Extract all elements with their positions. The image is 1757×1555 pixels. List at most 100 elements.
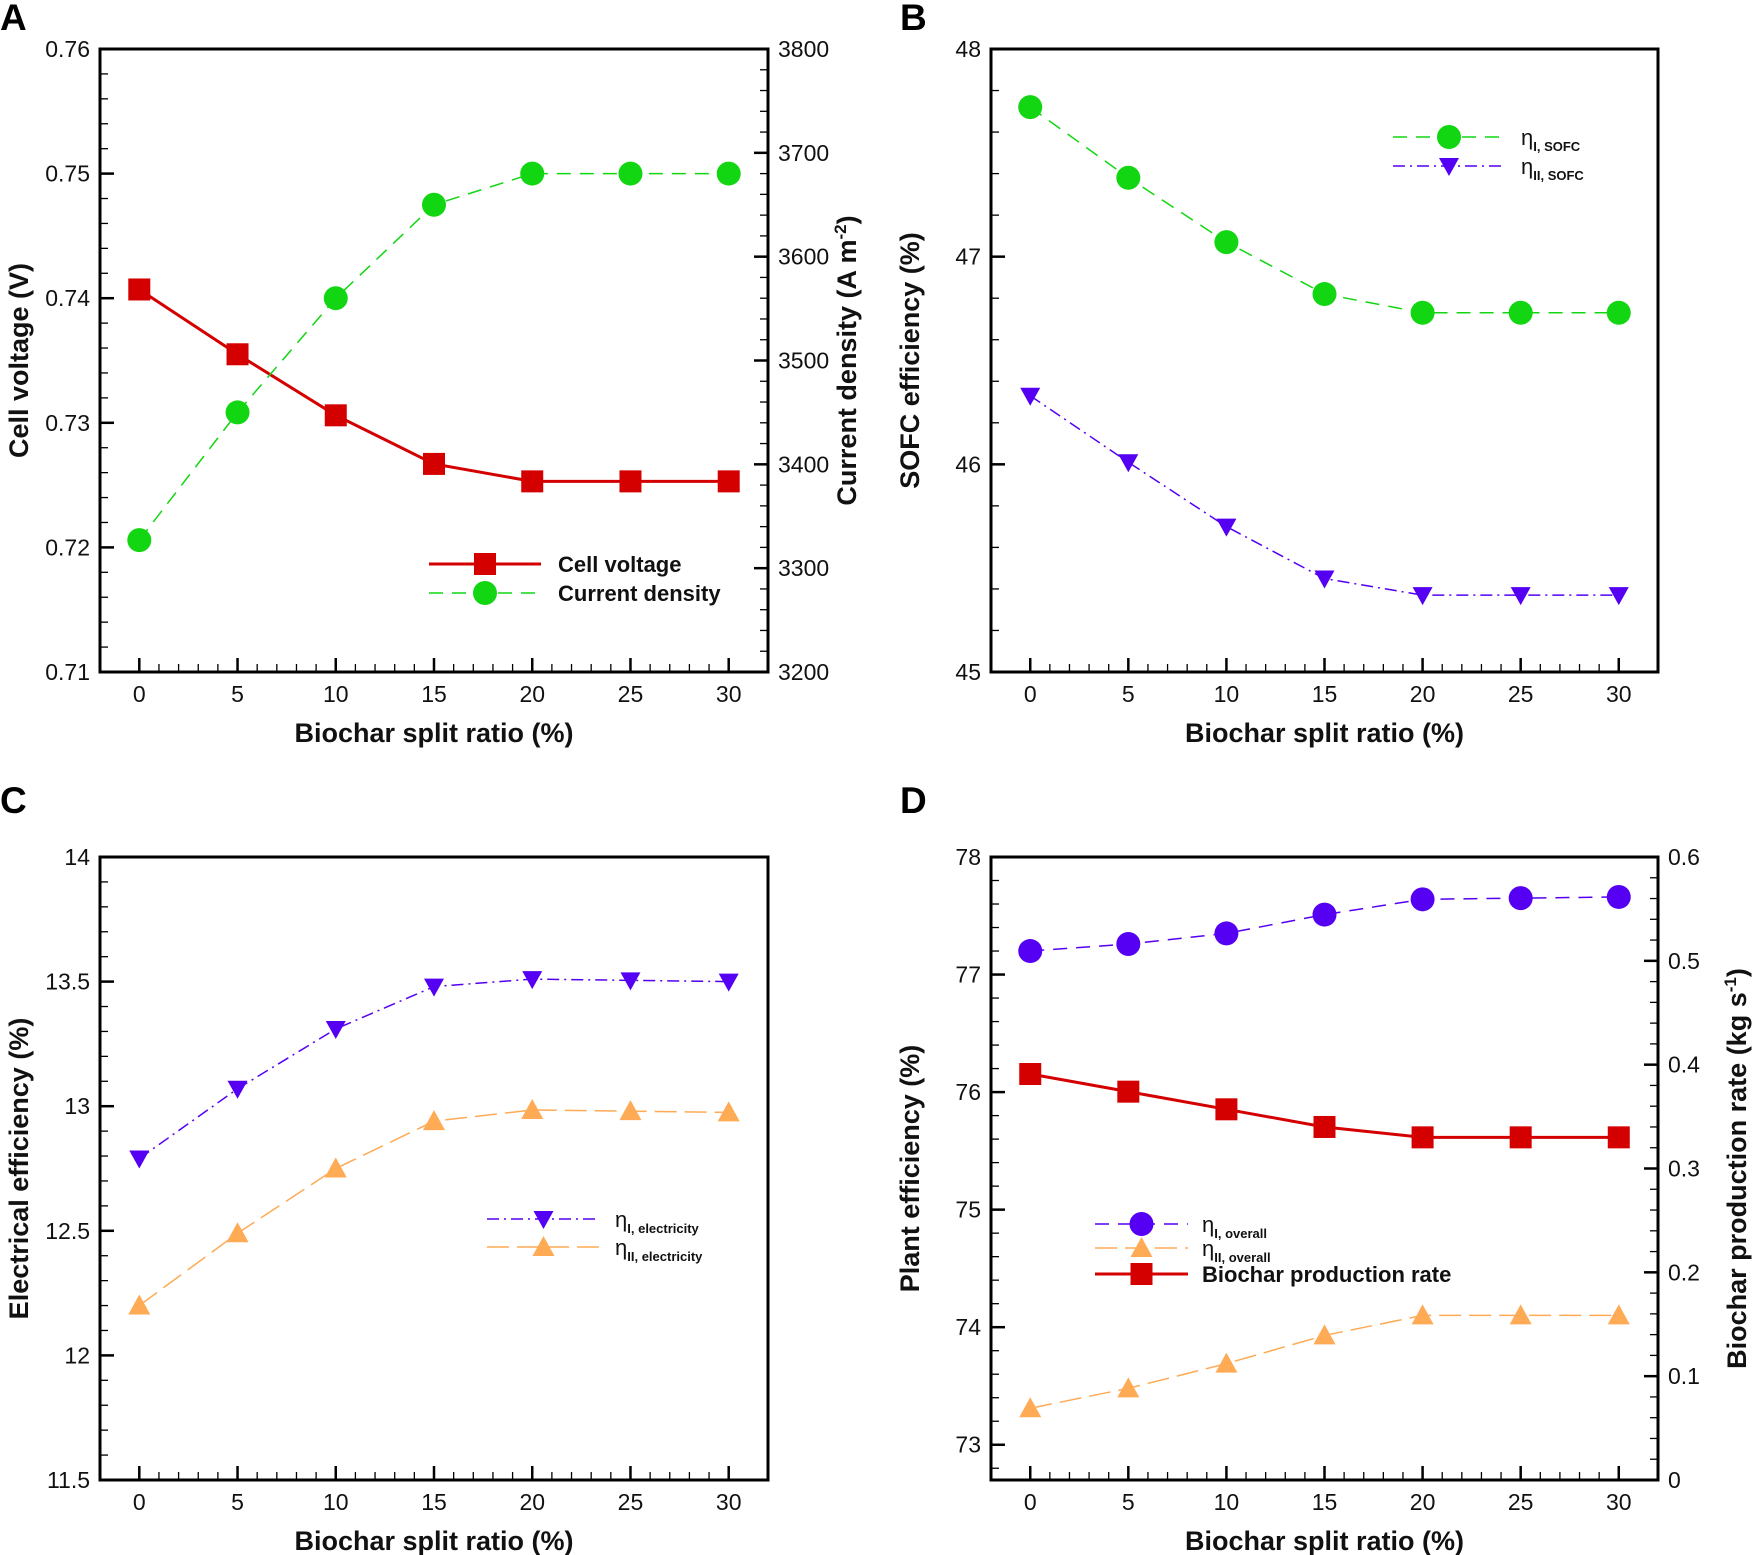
y-tick-label: 45 [955, 659, 981, 685]
data-point [1312, 902, 1337, 927]
y-tick-label: 73 [955, 1432, 981, 1458]
x-tick-label: 0 [133, 681, 146, 707]
data-point [422, 192, 446, 217]
y2-tick-label: 0.6 [1668, 844, 1700, 870]
x-tick-label: 25 [1508, 1489, 1534, 1515]
y2-title-sup: -1 [1721, 977, 1740, 992]
legend-item: ηII, overall [1095, 1236, 1271, 1265]
data-point [128, 1294, 151, 1315]
data-point [1606, 884, 1631, 909]
legend-item: ηII, SOFC [1393, 154, 1584, 183]
data-point [1019, 1063, 1042, 1086]
legend-name: Biochar production rate [1202, 1262, 1451, 1287]
legend-label: ηII, overall [1202, 1236, 1271, 1265]
data-point [423, 1110, 445, 1131]
data-point [1410, 887, 1435, 912]
series-1 [127, 161, 741, 553]
y-tick-label: 12.5 [45, 1218, 90, 1244]
y2-tick-label: 3400 [778, 451, 829, 477]
data-point [520, 161, 545, 186]
data-point [129, 1150, 150, 1169]
x-tick-label: 15 [1312, 1489, 1338, 1515]
data-point [618, 161, 643, 186]
legend-marker [533, 1211, 554, 1229]
panel-A: A 0 5 10 15 20 25 30 0.71 0.72 0.73 0.74 0.75 0.76 320… [0, 0, 862, 748]
legend-label: Cell voltage [558, 552, 681, 577]
x-tick-label: 10 [1214, 681, 1240, 707]
legend-label: Current density [558, 581, 721, 606]
data-point [324, 1157, 347, 1178]
data-point [1314, 570, 1335, 589]
data-point [620, 972, 641, 991]
x-tick-label: 30 [1606, 681, 1632, 707]
data-point [127, 528, 152, 553]
legend-marker [1130, 1263, 1153, 1285]
x-tick-label: 25 [1508, 681, 1534, 707]
data-point [324, 404, 347, 427]
y2-tick-label: 3700 [778, 140, 829, 166]
legend-label: ηII, SOFC [1521, 154, 1584, 183]
y-tick-label: 0.71 [45, 659, 90, 685]
y2-tick-label: 0.4 [1668, 1052, 1700, 1078]
legend-item: Biochar production rate [1095, 1262, 1451, 1287]
series-0 [128, 278, 740, 493]
y-tick-label: 0.73 [45, 410, 90, 436]
data-point [1411, 1304, 1434, 1325]
y-tick-label: 76 [955, 1079, 981, 1105]
y-tick-label: 0.76 [45, 36, 90, 62]
x-tick-label: 0 [1024, 681, 1037, 707]
x-tick-label: 5 [1122, 681, 1135, 707]
x-tick-label: 15 [421, 1489, 447, 1515]
x-tick-label: 30 [716, 681, 742, 707]
legend-name: η [615, 1235, 627, 1260]
y-tick-label: 0.74 [45, 285, 90, 311]
data-point [325, 1020, 346, 1039]
legend-label: ηI, electricity [615, 1207, 700, 1236]
legend-item: ηI, overall [1095, 1212, 1267, 1241]
data-point [1606, 300, 1631, 325]
series-line [138, 1109, 729, 1307]
y-tick-label: 47 [955, 244, 981, 270]
x-tick-label: 15 [421, 681, 447, 707]
panel-label: D [900, 780, 927, 821]
series-1 [1020, 387, 1629, 606]
y2-tick-label: 3200 [778, 659, 829, 685]
data-point [1510, 587, 1531, 606]
data-point [1020, 387, 1041, 406]
data-point [1508, 300, 1533, 325]
legend-subscript: I, electricity [627, 1221, 699, 1236]
legend-label: Biochar production rate [1202, 1262, 1451, 1287]
legend-name: η [1202, 1236, 1214, 1261]
y2-title-end: ) [1722, 968, 1752, 977]
plot-frame [98, 855, 770, 1482]
data-point [619, 470, 642, 493]
data-point [1018, 939, 1043, 964]
data-point [226, 1222, 249, 1243]
x-tick-label: 5 [231, 1489, 244, 1515]
panel-C: C 0 5 10 15 20 25 30 11.5 12 12.5 13 13.5 14 Biochar s… [0, 780, 770, 1555]
plot-frame [989, 855, 1660, 1482]
panel-D: D 0 5 10 15 20 25 30 73 74 75 76 77 78 0 0.1 0.2 0.3 0.4 0.… [895, 780, 1752, 1555]
legend-item: Current density [429, 581, 721, 606]
data-point [1116, 165, 1141, 190]
panel-label: A [0, 0, 27, 38]
data-point [522, 971, 543, 990]
x-tick-label: 30 [716, 1489, 742, 1515]
data-point [424, 978, 444, 997]
data-point [521, 1098, 544, 1119]
data-point [521, 470, 544, 493]
legend-name: η [1521, 125, 1533, 150]
data-point [226, 343, 249, 366]
x-tick-label: 25 [618, 681, 644, 707]
x-tick-label: 10 [1214, 1489, 1240, 1515]
y2-title-sup: -2 [831, 224, 850, 239]
x-tick-label: 25 [618, 1489, 644, 1515]
legend-item: ηII, electricity [487, 1235, 703, 1264]
data-point [1117, 1080, 1140, 1103]
data-point [1215, 1098, 1238, 1121]
legend-subscript: II, overall [1214, 1250, 1270, 1265]
plot-frame [98, 47, 770, 674]
x-tick-label: 20 [519, 681, 545, 707]
y-axis-title: Electrical efficiency (%) [4, 1018, 34, 1320]
